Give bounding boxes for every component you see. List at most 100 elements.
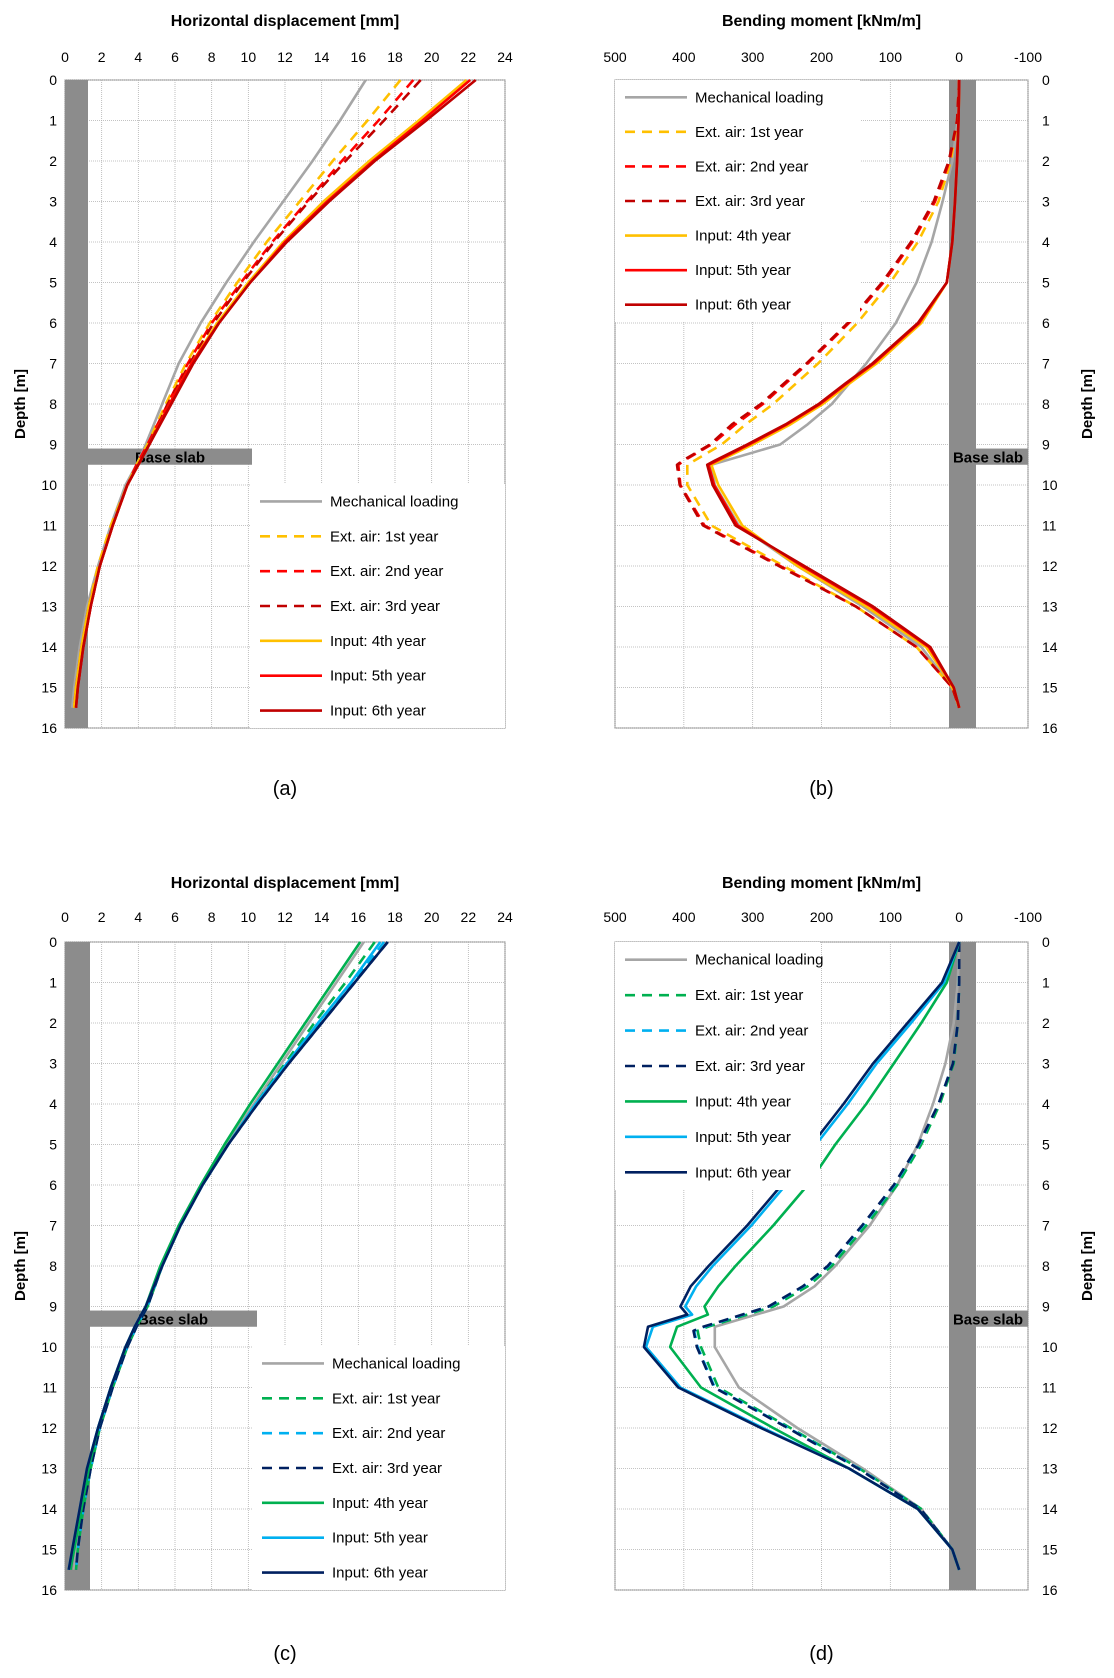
y-tick-label: 8 [1042,1258,1050,1274]
x-tick-label: 12 [277,49,293,65]
legend-box [615,80,860,322]
y-tick-label: 7 [1042,356,1050,372]
series-line-mechanical-loading [71,79,367,708]
legend-label: Input: 5th year [695,262,791,279]
x-tick-label: 6 [171,49,179,65]
x-tick-label: 400 [672,909,696,925]
x-tick-label: 20 [424,49,440,65]
legend-label: Input: 4th year [695,228,791,245]
y-tick-label: 12 [1042,1420,1058,1436]
legend-label: Mechanical loading [332,1355,460,1372]
x-tick-label: 0 [955,49,963,65]
x-tick-label: 0 [955,909,963,925]
x-tick-label: 200 [810,909,834,925]
y-tick-label: 13 [41,599,57,615]
x-tick-label: 0 [61,49,69,65]
y-tick-label: 13 [1042,599,1058,615]
legend-label: Input: 6th year [695,297,791,314]
y-tick-label: 11 [1042,1380,1057,1396]
legend-label: Ext. air: 3rd year [332,1460,442,1477]
y-tick-label: 9 [49,437,57,453]
y-tick-label: 4 [1042,234,1050,250]
legend-label: Ext. air: 1st year [695,987,803,1004]
y-tick-label: 5 [49,1137,57,1153]
x-tick-label: 500 [603,909,627,925]
panel-caption: (a) [273,778,297,800]
y-tick-label: 9 [49,1299,57,1315]
panel-caption: (d) [809,1643,833,1665]
x-tick-label: 2 [98,909,106,925]
series-line-input-6th-year [74,78,477,708]
y-tick-label: 2 [49,1015,57,1031]
y-tick-label: 13 [1042,1461,1058,1477]
y-tick-label: 0 [49,934,57,950]
base-slab [949,1310,1028,1327]
x-tick-label: 4 [134,909,142,925]
panel-horizontal-0: Base slab Mechanical loading Ext. air: 1st… [12,13,513,800]
chart-title: Horizontal displacement [mm] [171,875,399,892]
y-tick-label: 2 [1042,1015,1050,1031]
y-tick-label: 0 [49,72,57,88]
y-tick-label: 12 [41,1420,57,1436]
base-slab-label: Base slab [138,1312,208,1329]
x-tick-label: 18 [387,49,403,65]
y-tick-label: 0 [1042,934,1050,950]
series-line-mechanical-loading [713,941,961,1571]
x-tick-label: 8 [208,909,216,925]
x-tick-label: 6 [171,909,179,925]
legend-label: Input: 6th year [695,1164,791,1181]
base-slab [88,448,252,465]
x-tick-label: 500 [603,49,627,65]
x-tick-label: 20 [424,909,440,925]
y-tick-label: 12 [1042,558,1058,574]
y-tick-label: 7 [1042,1218,1050,1234]
legend-label: Ext. air: 2nd year [332,1425,445,1442]
y-tick-label: 7 [49,356,57,372]
panel-horizontal-2: Base slab Mechanical loading Ext. air: 1st… [12,875,513,1665]
x-tick-label: 300 [741,909,765,925]
base-slab [90,1310,257,1327]
x-tick-label: 22 [461,49,477,65]
legend-label: Input: 4th year [695,1093,791,1110]
y-tick-label: 0 [1042,72,1050,88]
legend-label: Input: 6th year [330,703,426,720]
base-slab-label: Base slab [135,450,205,467]
y-tick-label: 9 [1042,437,1050,453]
y-tick-label: 4 [49,234,57,250]
legend-box [252,1346,505,1590]
x-tick-label: 100 [879,909,903,925]
x-tick-label: 4 [134,49,142,65]
y-tick-label: 15 [41,1542,57,1558]
y-tick-label: 5 [49,275,57,291]
y-tick-label: 15 [1042,1542,1058,1558]
x-tick-label: 18 [387,909,403,925]
base-slab-label: Base slab [953,450,1023,467]
y-tick-label: 5 [1042,275,1050,291]
wall-bar [65,80,88,728]
y-tick-label: 16 [1042,1582,1058,1598]
panel-bending-1: Base slab Mechanical loading Ext. air: 1st… [603,13,1096,800]
legend-label: Ext. air: 3rd year [695,1058,805,1075]
y-axis-label: Depth [m] [12,369,29,439]
y-tick-label: 15 [41,680,57,696]
legend-label: Ext. air: 2nd year [695,1023,808,1040]
y-tick-label: 2 [49,153,57,169]
x-tick-label: 10 [241,49,257,65]
y-tick-label: 8 [1042,396,1050,412]
y-tick-label: 4 [1042,1096,1050,1112]
legend-label: Input: 5th year [330,668,426,685]
y-tick-label: 7 [49,1218,57,1234]
y-tick-label: 12 [41,558,57,574]
x-tick-label: 400 [672,49,696,65]
series-line-ext-air-3rd-year [692,942,961,1571]
chart-title: Bending moment [kNm/m] [722,13,921,30]
y-tick-label: 8 [49,396,57,412]
x-tick-label: 8 [208,49,216,65]
y-tick-label: 14 [41,639,57,655]
wall-bar [949,942,976,1590]
x-tick-label: 10 [241,909,257,925]
y-tick-label: 16 [1042,720,1058,736]
y-tick-label: 6 [49,315,57,331]
legend-label: Input: 5th year [695,1129,791,1146]
